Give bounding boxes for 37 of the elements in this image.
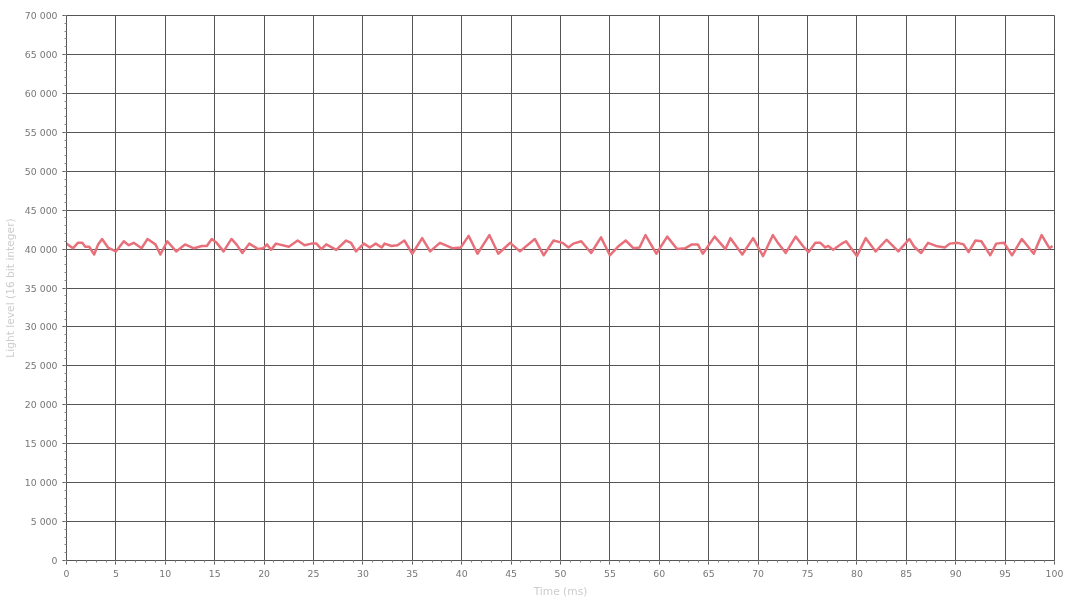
y-tick-label: 45 000: [24, 204, 58, 216]
x-tick-label: 55: [603, 567, 616, 579]
x-tick-label: 15: [208, 567, 221, 579]
x-tick-label: 40: [455, 567, 468, 579]
y-tick-label: 30 000: [24, 321, 58, 333]
x-tick-label: 65: [702, 567, 715, 579]
y-tick-label: 70 000: [24, 10, 58, 21]
x-tick-label: 45: [505, 567, 518, 579]
x-tick-label: 75: [801, 567, 814, 579]
x-tick-label: 100: [1045, 567, 1064, 579]
x-tick-label: 20: [258, 567, 271, 579]
x-tick-label: 60: [653, 567, 666, 579]
x-tick-label: 35: [406, 567, 419, 579]
y-tick-label: 35 000: [24, 282, 58, 294]
x-tick-label: 10: [159, 567, 172, 579]
x-tick-label: 25: [307, 567, 320, 579]
x-tick-label: 70: [752, 567, 765, 579]
y-tick-label: 0: [51, 555, 58, 566]
y-tick-label: 40 000: [24, 243, 58, 255]
x-tick-label: 80: [850, 567, 863, 579]
y-tick-label: 50 000: [24, 165, 58, 177]
x-tick-label: 50: [554, 567, 567, 579]
x-tick-label: 95: [999, 567, 1012, 579]
x-tick-label: 5: [112, 567, 119, 579]
line-series: [66, 233, 1054, 258]
y-tick-label: 60 000: [24, 87, 58, 99]
y-tick-label: 10 000: [24, 477, 58, 489]
y-tick-label: 20 000: [24, 399, 58, 411]
x-tick-label: 85: [900, 567, 913, 579]
x-tick-label: 0: [63, 567, 70, 579]
y-tick-label: 5 000: [30, 516, 58, 528]
y-tick-label: 65 000: [24, 48, 58, 60]
y-tick-label: 25 000: [24, 360, 58, 372]
y-tick-label: 55 000: [24, 126, 58, 138]
x-tick-label: 30: [356, 567, 369, 579]
y-tick-label: 15 000: [24, 438, 58, 450]
x-tick-label: 90: [949, 567, 962, 579]
